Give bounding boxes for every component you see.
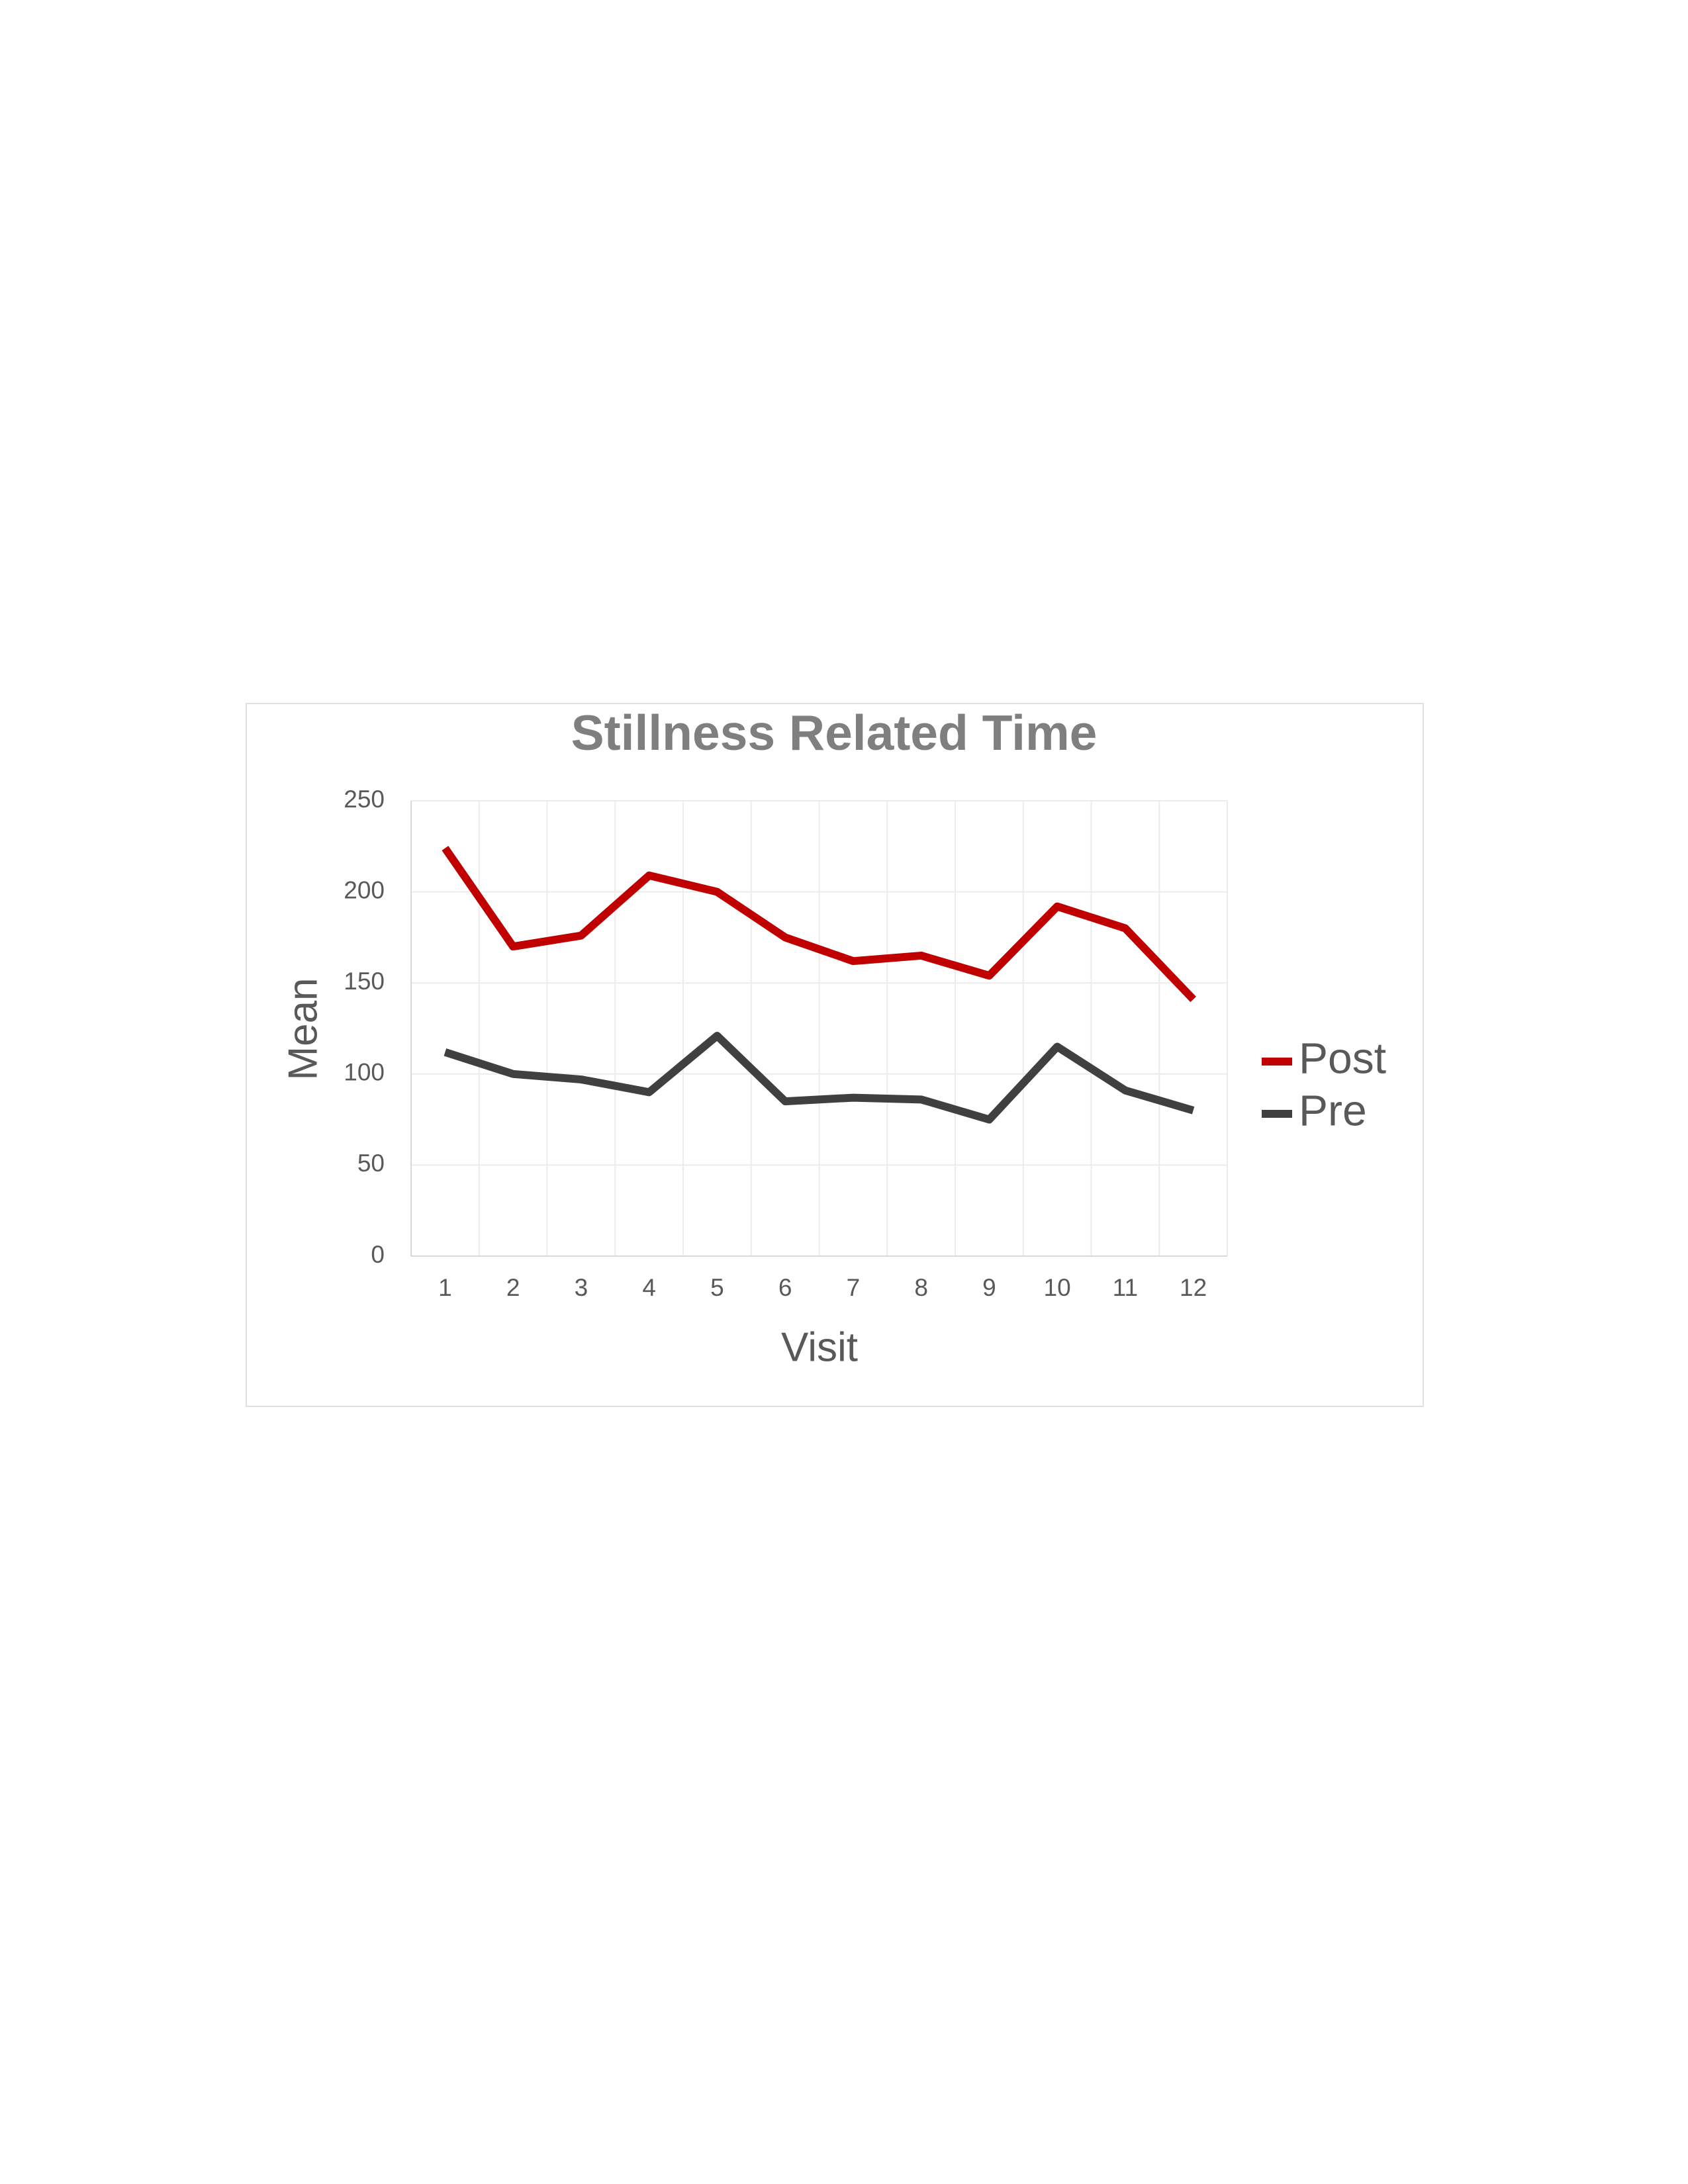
line-series [444, 1032, 1195, 1124]
y-tick-label: 150 [344, 968, 385, 995]
legend-label: Post [1299, 1033, 1386, 1082]
x-tick-label: 4 [642, 1274, 656, 1301]
x-tick-label: 3 [575, 1274, 588, 1301]
y-tick-label: 200 [344, 876, 385, 903]
y-tick-label: 0 [371, 1241, 385, 1268]
legend-label: Pre [1299, 1085, 1367, 1134]
x-tick-label: 7 [847, 1274, 861, 1301]
x-tick-label: 2 [506, 1274, 520, 1301]
x-tick-label: 6 [778, 1274, 792, 1301]
chart-title: Stillness Related Time [571, 705, 1098, 760]
x-tick-label: 1 [438, 1274, 452, 1301]
line-series [442, 846, 1196, 1003]
x-tick-label: 8 [914, 1274, 928, 1301]
x-tick-label: 10 [1044, 1274, 1071, 1301]
y-tick-label: 250 [344, 786, 385, 813]
x-tick-label: 9 [982, 1274, 996, 1301]
y-axis-label: Mean [280, 978, 326, 1080]
x-tick-label: 5 [710, 1274, 724, 1301]
x-axis-label: Visit [781, 1324, 858, 1370]
y-tick-label: 50 [357, 1150, 385, 1177]
y-tick-label: 100 [344, 1059, 385, 1086]
x-tick-label: 11 [1113, 1274, 1138, 1301]
x-tick-label: 12 [1180, 1274, 1207, 1301]
chart-frame [246, 703, 1424, 1407]
